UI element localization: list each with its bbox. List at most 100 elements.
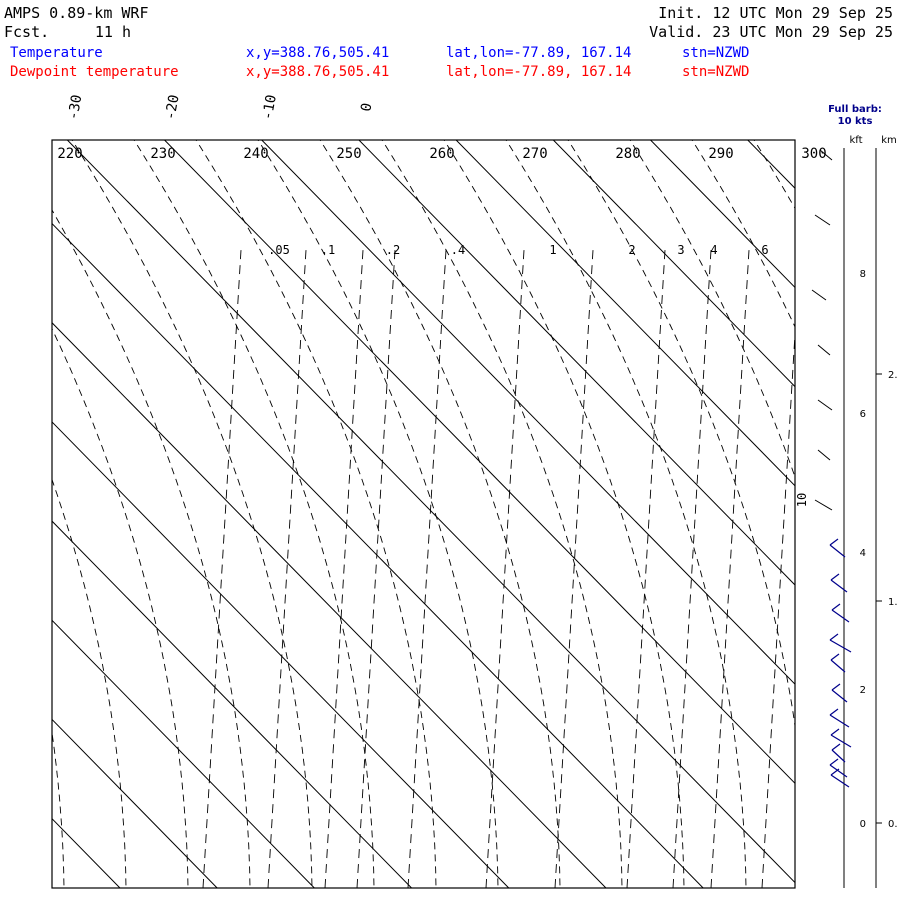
theta-label: 230 bbox=[150, 146, 175, 162]
isotherm-line bbox=[52, 817, 121, 888]
theta-label: 280 bbox=[615, 146, 640, 162]
moist-adiabat-line bbox=[753, 140, 795, 210]
isotherm-line bbox=[650, 140, 795, 289]
legend-temperature-stn: stn=NZWD bbox=[682, 45, 749, 61]
wind-barb-flag bbox=[829, 633, 839, 641]
moist-adiabat-line bbox=[133, 140, 375, 888]
wind-barb-flag bbox=[831, 743, 841, 751]
wind-barb bbox=[831, 689, 848, 703]
km-axis-label: km bbox=[881, 135, 897, 146]
mixing-ratio-line bbox=[710, 249, 750, 888]
wind-barb bbox=[830, 774, 850, 788]
full-barb-label: Full barb: bbox=[828, 104, 882, 115]
legend-temperature-label: Temperature bbox=[10, 45, 103, 61]
wind-barb bbox=[817, 449, 831, 461]
moist-adiabat-line bbox=[691, 140, 795, 328]
wind-barb-flag bbox=[831, 683, 841, 691]
plot-frame bbox=[51, 139, 796, 889]
side-panel: 0 2 4 6 8 0. 1. 2. bbox=[811, 148, 898, 888]
mixing-ratio-line bbox=[672, 249, 712, 888]
kft-tick-label: 0 bbox=[860, 819, 866, 830]
mixing-ratio-label: .1 bbox=[321, 243, 335, 257]
moist-adiabat-line bbox=[567, 140, 795, 729]
isotherm-line bbox=[261, 140, 795, 685]
temperature-tick-label: -10 bbox=[260, 93, 280, 121]
isotherm-line bbox=[52, 718, 218, 888]
mixing-ratio-line bbox=[485, 249, 525, 888]
moist-adiabat-line bbox=[71, 140, 313, 888]
wind-barb-flag bbox=[830, 653, 840, 661]
mixing-ratio-line bbox=[407, 249, 447, 888]
moist-adiabat-line bbox=[0, 135, 2, 887]
wind-barb-flag bbox=[830, 573, 840, 581]
legend-dewpoint-label: Dewpoint temperature bbox=[10, 64, 179, 80]
theta-label: 270 bbox=[522, 146, 547, 162]
wind-barb bbox=[829, 764, 848, 778]
wind-barb-flag bbox=[830, 728, 840, 736]
mixing-ratio-label: 2 bbox=[628, 243, 635, 257]
wind-barb bbox=[814, 214, 831, 226]
temperature-tick-label: -20 bbox=[163, 93, 183, 121]
wind-barb bbox=[819, 149, 833, 161]
wind-barb bbox=[817, 399, 833, 411]
wind-barb bbox=[817, 344, 831, 356]
moist-adiabat-line bbox=[52, 478, 127, 888]
isotherm-line bbox=[52, 222, 704, 888]
moist-adiabat-line bbox=[381, 140, 623, 888]
moist-adiabat-line bbox=[875, 135, 900, 887]
km-tick-label: 0. bbox=[888, 819, 898, 830]
moist-adiabat-line bbox=[505, 140, 747, 888]
isotherm-line bbox=[358, 140, 795, 586]
mixing-ratio-label: .05 bbox=[268, 243, 290, 257]
moist-adiabat-line bbox=[813, 135, 900, 887]
mixing-ratio-label: 4 bbox=[710, 243, 717, 257]
isotherm-line bbox=[52, 322, 607, 888]
fcst-value: 11 h bbox=[95, 23, 131, 41]
full-barb-value: 10 kts bbox=[838, 116, 873, 127]
wind-barb bbox=[829, 714, 850, 728]
wind-barb-flag bbox=[829, 708, 839, 716]
wind-barb bbox=[829, 639, 852, 653]
fcst-label: Fcst. bbox=[4, 23, 49, 41]
wind-barb bbox=[831, 609, 850, 623]
isotherm-line bbox=[0, 140, 23, 888]
temperature-tick-label: 0 bbox=[358, 102, 375, 113]
mixing-ratio-line bbox=[202, 249, 242, 888]
axis-labels: 7008009001000-70-60-50-40-30-20-10022023… bbox=[57, 93, 826, 507]
wind-barb-flag bbox=[831, 603, 841, 611]
mixing-ratio-line bbox=[761, 326, 795, 888]
legend-temperature-latlon: lat,lon=-77.89, 167.14 bbox=[446, 45, 631, 61]
moist-adiabat-line bbox=[52, 209, 251, 888]
km-tick-label: 2. bbox=[888, 370, 898, 381]
moist-adiabat-line bbox=[319, 140, 561, 888]
mixing-ratio-line bbox=[267, 249, 307, 888]
wind-barb bbox=[829, 544, 846, 558]
mixing-ratio-label: 3 bbox=[677, 243, 684, 257]
mixing-ratio-line bbox=[356, 249, 396, 888]
init-time: Init. 12 UTC Mon 29 Sep 25 bbox=[658, 4, 893, 22]
isotherm-line bbox=[164, 140, 795, 785]
plot-border bbox=[51, 139, 796, 889]
moist-adiabat-line bbox=[443, 140, 685, 888]
mixing-ratio-label: .4 bbox=[451, 243, 465, 257]
kft-tick-label: 6 bbox=[860, 409, 866, 420]
moist-adiabat-label: 10 bbox=[795, 493, 809, 507]
wind-barb-flag bbox=[829, 758, 839, 766]
model-title: AMPS 0.89-km WRF bbox=[4, 4, 149, 22]
wind-barb bbox=[831, 749, 846, 763]
isotherm-line bbox=[52, 421, 510, 888]
mixing-ratio-label: 6 bbox=[761, 243, 768, 257]
theta-label: 220 bbox=[57, 146, 82, 162]
legend-dewpoint-latlon: lat,lon=-77.89, 167.14 bbox=[446, 64, 631, 80]
theta-label: 290 bbox=[708, 146, 733, 162]
kft-tick-label: 4 bbox=[860, 548, 866, 559]
moist-adiabat-line bbox=[629, 140, 795, 479]
mixing-ratio-line bbox=[626, 249, 666, 888]
mixing-ratio-line bbox=[554, 249, 594, 888]
mixing-ratio-label: 1 bbox=[549, 243, 556, 257]
legend-dewpoint-stn: stn=NZWD bbox=[682, 64, 749, 80]
legend-dewpoint-xy: x,y=388.76,505.41 bbox=[246, 64, 389, 80]
isotherm-line bbox=[52, 619, 315, 888]
